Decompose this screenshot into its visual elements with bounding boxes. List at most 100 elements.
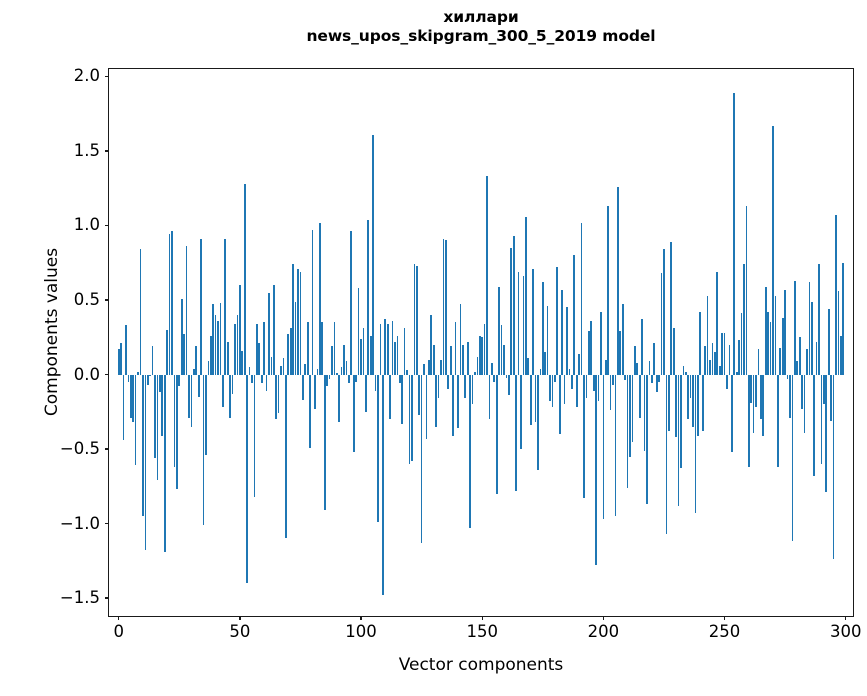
- bar: [239, 285, 241, 375]
- bar: [190, 374, 193, 427]
- bar: [563, 374, 566, 405]
- bar: [445, 240, 447, 375]
- chart-title-block: хиллари news_upos_skipgram_300_5_2019 mo…: [108, 8, 854, 46]
- bar: [120, 343, 122, 375]
- bar: [302, 374, 304, 400]
- bar: [774, 295, 777, 375]
- y-tick-mark: [104, 150, 109, 152]
- bar: [222, 374, 224, 408]
- bar: [592, 374, 595, 391]
- x-tick-mark: [481, 616, 483, 621]
- bar: [561, 289, 564, 375]
- bar: [391, 320, 394, 375]
- bar: [517, 271, 520, 375]
- bar: [304, 364, 307, 375]
- bar: [461, 344, 464, 375]
- bar: [248, 367, 251, 375]
- bar: [285, 374, 287, 539]
- bar: [718, 365, 721, 375]
- bar: [408, 374, 411, 464]
- bar: [280, 365, 282, 375]
- bar: [481, 337, 484, 375]
- bar: [667, 374, 670, 432]
- chart-subtitle: news_upos_skipgram_300_5_2019 model: [306, 26, 656, 45]
- bar: [549, 374, 551, 402]
- bar: [604, 359, 607, 375]
- bar: [292, 264, 295, 375]
- plot-axes: 2.0 1.5 1.0 0.5 0.0 −0.5 −1.0 −1.5 0 50 100 150 200 2…: [60, 68, 862, 640]
- bar: [706, 295, 709, 375]
- bar: [752, 374, 755, 433]
- bar: [343, 344, 345, 375]
- bar: [682, 365, 685, 375]
- bar: [178, 374, 181, 387]
- bar: [791, 374, 794, 542]
- bar: [243, 183, 246, 375]
- bar: [546, 305, 549, 375]
- bar: [767, 311, 770, 375]
- y-tick-label: 1.5: [73, 140, 100, 160]
- bar: [398, 374, 401, 384]
- bar: [151, 346, 154, 375]
- bar: [583, 374, 585, 499]
- bar: [449, 346, 452, 375]
- bar: [757, 349, 760, 375]
- bar: [132, 374, 135, 423]
- bar: [413, 264, 416, 375]
- bar: [612, 374, 614, 385]
- bar: [808, 282, 811, 375]
- bar: [631, 374, 634, 442]
- bar: [246, 374, 248, 584]
- bar: [578, 353, 580, 375]
- bar: [318, 222, 321, 375]
- bar: [769, 322, 772, 375]
- bar: [224, 238, 227, 375]
- bar: [835, 215, 837, 375]
- bar: [195, 346, 198, 375]
- bar: [554, 374, 556, 382]
- bar: [386, 323, 389, 375]
- bar: [806, 349, 808, 375]
- bar: [350, 231, 353, 375]
- bar: [403, 328, 406, 375]
- bar: [830, 374, 833, 421]
- bar: [760, 374, 762, 420]
- x-tick-label: 0: [113, 622, 124, 641]
- bar: [626, 374, 629, 488]
- y-tick-mark: [104, 522, 109, 525]
- bar: [634, 346, 636, 375]
- bar: [607, 206, 610, 375]
- bar: [784, 289, 786, 375]
- bar: [365, 374, 367, 412]
- bar: [750, 374, 753, 403]
- bar: [355, 374, 358, 382]
- bar: [498, 286, 500, 375]
- x-tick-mark: [239, 616, 241, 621]
- bar: [655, 374, 658, 393]
- bar: [474, 371, 476, 375]
- bar: [651, 374, 653, 384]
- bar: [340, 367, 343, 375]
- bar: [379, 323, 382, 375]
- bar: [338, 374, 341, 423]
- bar: [730, 374, 733, 453]
- bar: [692, 374, 694, 427]
- bar: [486, 176, 488, 375]
- bar: [161, 374, 164, 436]
- bar: [524, 216, 527, 375]
- bar: [476, 356, 479, 375]
- x-tick-mark: [723, 616, 726, 621]
- bar: [566, 307, 568, 375]
- bar: [229, 374, 231, 418]
- bar: [670, 241, 673, 375]
- bar: [185, 246, 188, 375]
- bar: [832, 374, 835, 560]
- bar: [299, 271, 302, 375]
- bar: [207, 361, 210, 375]
- bar: [672, 328, 675, 375]
- bar: [478, 335, 481, 375]
- bar: [735, 371, 738, 375]
- bar: [452, 374, 454, 436]
- bar: [457, 374, 459, 429]
